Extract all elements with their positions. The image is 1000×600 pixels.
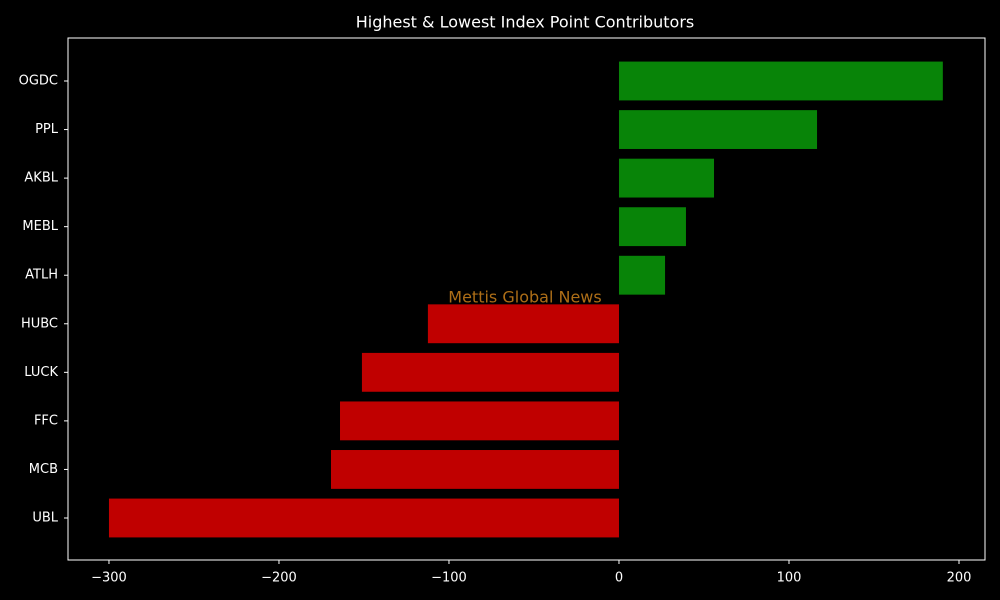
y-tick-label: ATLH <box>25 268 58 283</box>
bar <box>330 450 619 489</box>
bar <box>340 401 619 441</box>
bar <box>361 352 619 392</box>
y-tick-label: UBL <box>32 511 58 526</box>
y-tick-label: PPL <box>35 122 59 137</box>
x-tick-label: −200 <box>261 571 297 586</box>
y-tick-label: OGDC <box>19 74 58 89</box>
x-tick-label: 100 <box>777 571 802 586</box>
bar <box>618 207 686 247</box>
x-tick-label: 0 <box>615 571 623 586</box>
bar <box>427 304 619 344</box>
y-tick-label: FFC <box>34 413 58 428</box>
y-tick-label: MCB <box>29 462 58 477</box>
plot-frame <box>67 37 986 561</box>
y-tick-label: AKBL <box>24 171 58 186</box>
x-tick-label: −300 <box>91 571 127 586</box>
y-tick-label: HUBC <box>21 316 58 331</box>
bar <box>108 498 619 538</box>
bar <box>618 255 666 295</box>
bar <box>618 61 943 101</box>
y-tick-label: MEBL <box>22 219 58 234</box>
x-tick-label: −100 <box>431 571 467 586</box>
bar <box>618 110 818 149</box>
chart-title: Highest & Lowest Index Point Contributor… <box>356 13 695 32</box>
y-tick-label: LUCK <box>24 365 58 380</box>
x-tick-label: 200 <box>947 571 972 586</box>
watermark: Mettis Global News <box>448 288 601 307</box>
bar <box>618 158 715 198</box>
